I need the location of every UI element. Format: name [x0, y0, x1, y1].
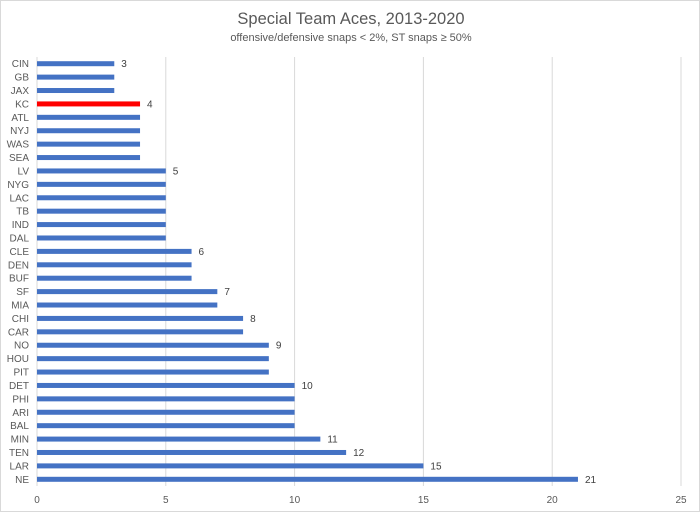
x-tick-label-25: 25 [675, 495, 687, 506]
bar-dal [37, 235, 166, 241]
bar-nyj [37, 128, 141, 134]
bar-lar [37, 463, 424, 469]
data-label-ten: 12 [353, 448, 365, 459]
category-label-lar: LAR [10, 461, 29, 472]
category-label-was: WAS [7, 140, 30, 151]
data-label-det: 10 [302, 381, 314, 392]
category-labels: CIN GB JAX KC ATL NYJ WAS SEA LV NYG LAC TB IND DAL CL… [7, 59, 30, 486]
category-label-phi: PHI [12, 394, 29, 405]
bar-pit [37, 369, 269, 375]
category-label-ari: ARI [12, 408, 29, 419]
data-label-lar: 15 [430, 461, 442, 472]
bar-cin [37, 61, 115, 67]
bar-gb [37, 74, 115, 80]
bar-tb [37, 208, 166, 214]
bar-cle [37, 248, 192, 254]
category-label-mia: MIA [11, 301, 29, 312]
category-label-sf: SF [16, 287, 29, 298]
data-label-ne: 21 [585, 475, 597, 486]
x-tick-label-15: 15 [418, 495, 430, 506]
bar-sea [37, 155, 141, 161]
gridlines [36, 57, 682, 486]
category-label-ind: IND [12, 220, 29, 231]
x-tick-labels: 0 5 10 15 20 25 [34, 495, 687, 506]
bar-hou [37, 356, 269, 362]
category-label-hou: HOU [7, 354, 29, 365]
data-label-cin: 3 [121, 59, 127, 70]
bar-ari [37, 409, 295, 415]
data-label-chi: 8 [250, 314, 256, 325]
bar-lac [37, 195, 166, 201]
category-label-cle: CLE [10, 247, 30, 258]
bar-ne [37, 476, 578, 482]
bar-jax [37, 88, 115, 94]
bar-ten [37, 449, 347, 455]
category-label-det: DET [9, 381, 29, 392]
chart-subtitle: offensive/defensive snaps < 2%, ST snaps… [230, 32, 472, 44]
x-tick-label-5: 5 [163, 495, 169, 506]
category-label-kc: KC [15, 99, 29, 110]
category-label-jax: JAX [11, 86, 30, 97]
category-label-gb: GB [15, 73, 30, 84]
category-label-min: MIN [11, 435, 29, 446]
category-label-lac: LAC [10, 193, 29, 204]
category-label-sea: SEA [9, 153, 29, 164]
bar-buf [37, 275, 192, 281]
bar-chi [37, 315, 244, 321]
bar-atl [37, 114, 141, 120]
category-label-atl: ATL [11, 113, 29, 124]
category-label-bal: BAL [10, 421, 29, 432]
category-label-ne: NE [15, 475, 29, 486]
category-label-pit: PIT [13, 368, 29, 379]
data-label-min: 11 [327, 435, 338, 446]
bar-phi [37, 396, 295, 402]
category-label-cin: CIN [12, 59, 29, 70]
category-label-den: DEN [8, 260, 29, 271]
bar-no [37, 342, 269, 348]
data-labels: 3 4 5 6 7 8 9 10 11 12 15 21 [121, 59, 596, 486]
data-label-sf: 7 [224, 287, 230, 298]
bar-car [37, 329, 244, 335]
bar-nyg [37, 181, 166, 187]
data-label-lv: 5 [173, 166, 179, 177]
category-label-ten: TEN [9, 448, 29, 459]
data-label-no: 9 [276, 341, 282, 352]
bars [37, 61, 578, 482]
category-label-lv: LV [18, 166, 30, 177]
x-tick-label-0: 0 [34, 495, 40, 506]
bar-det [37, 382, 295, 388]
bar-bal [37, 423, 295, 429]
data-label-kc: 4 [147, 99, 153, 110]
bar-lv [37, 168, 166, 174]
category-label-dal: DAL [10, 233, 30, 244]
bar-ind [37, 222, 166, 228]
bar-mia [37, 302, 218, 308]
category-label-buf: BUF [9, 274, 29, 285]
chart-title: Special Team Aces, 2013-2020 [237, 10, 464, 28]
data-label-cle: 6 [199, 247, 205, 258]
bar-kc [37, 101, 141, 107]
x-tick-label-20: 20 [547, 495, 559, 506]
category-label-chi: CHI [12, 314, 29, 325]
bar-min [37, 436, 321, 442]
bar-was [37, 141, 141, 147]
category-label-nyg: NYG [7, 180, 29, 191]
bar-sf [37, 289, 218, 295]
category-label-no: NO [14, 341, 29, 352]
category-label-nyj: NYJ [10, 126, 29, 137]
category-label-tb: TB [16, 207, 29, 218]
bar-den [37, 262, 192, 268]
x-tick-label-10: 10 [289, 495, 301, 506]
category-label-car: CAR [8, 327, 29, 338]
